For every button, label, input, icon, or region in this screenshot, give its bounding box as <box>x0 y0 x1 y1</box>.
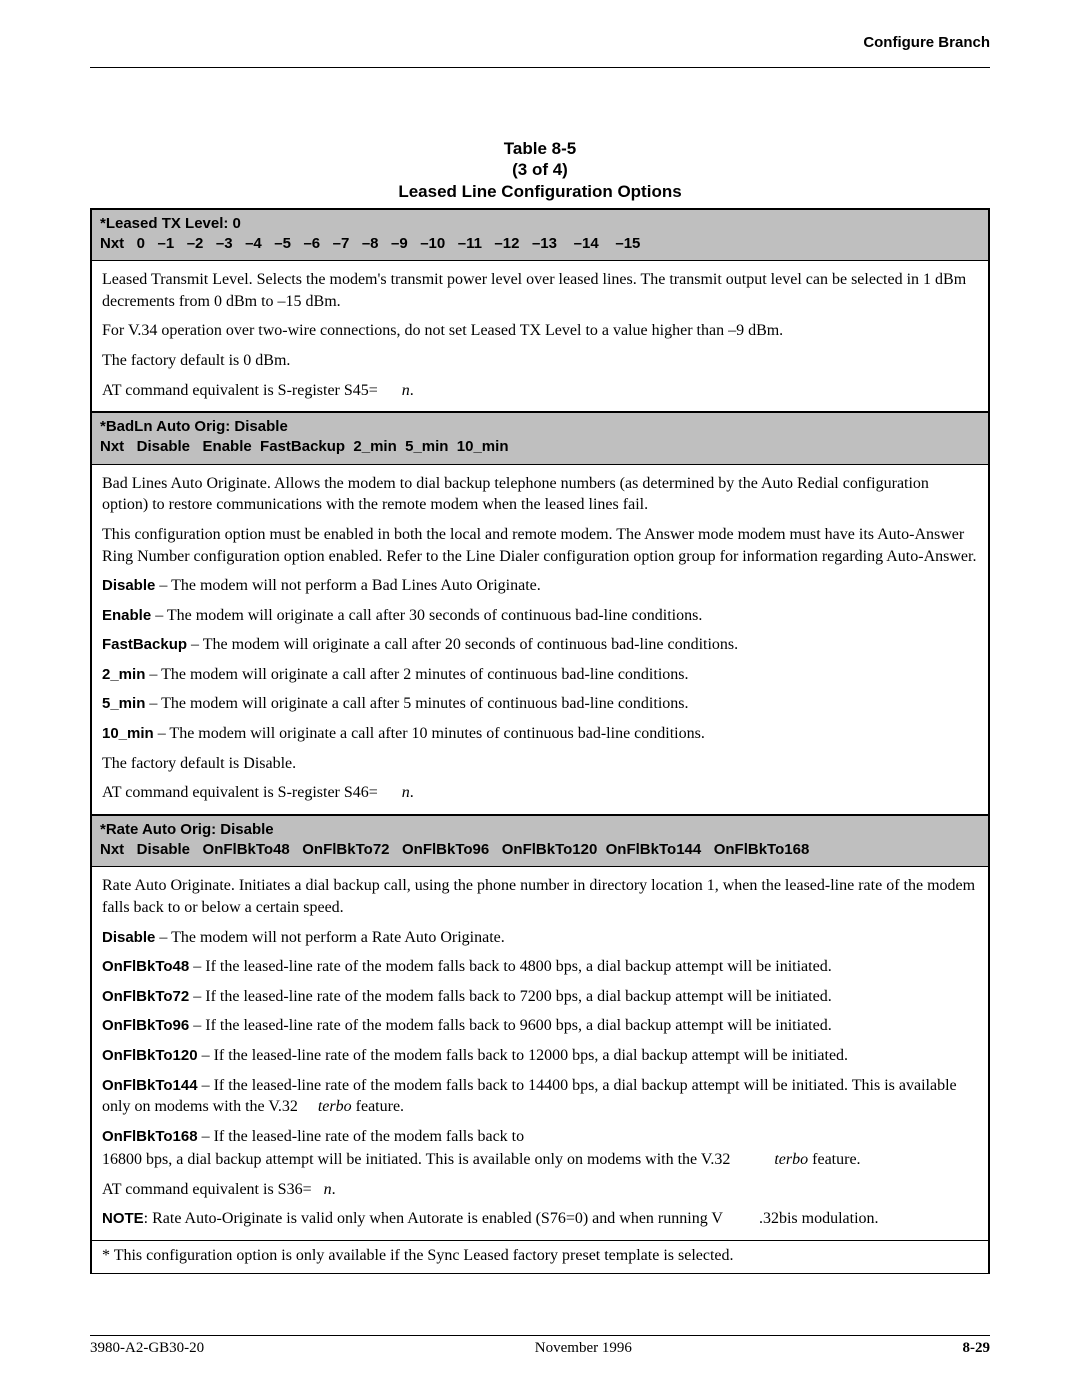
footer-right: 8-29 <box>963 1340 991 1357</box>
option-line: 10_min – The modem will originate a call… <box>102 723 978 745</box>
section-head-rate: *Rate Auto Orig: Disable Nxt Disable OnF… <box>92 815 988 868</box>
header-section-label: Configure Branch <box>90 34 990 51</box>
option-line: OnFlBkTo96 – If the leased-line rate of … <box>102 1015 978 1037</box>
option-line: Disable – The modem will not perform a B… <box>102 575 978 597</box>
config-table: *Leased TX Level: 0 Nxt 0 –1 –2 –3 –4 –5… <box>90 208 990 1274</box>
at-command: AT command equivalent is S-register S46=… <box>102 782 978 804</box>
table-title: Table 8-5 (3 of 4) Leased Line Configura… <box>90 138 990 202</box>
option-line: FastBackup – The modem will originate a … <box>102 634 978 656</box>
section-body-rate: Rate Auto Originate. Initiates a dial ba… <box>92 867 988 1241</box>
option-line: OnFlBkTo120 – If the leased-line rate of… <box>102 1045 978 1067</box>
section-body-leased-tx: Leased Transmit Level. Selects the modem… <box>92 261 988 412</box>
section-head-badln: *BadLn Auto Orig: Disable Nxt Disable En… <box>92 412 988 465</box>
body-text: This configuration option must be enable… <box>102 524 978 567</box>
footer-left: 3980-A2-GB30-20 <box>90 1340 204 1357</box>
page: Configure Branch Table 8-5 (3 of 4) Leas… <box>0 0 1080 1397</box>
table-label: Table 8-5 <box>90 138 990 159</box>
note-line: NOTE: Rate Auto-Originate is valid only … <box>102 1208 978 1230</box>
section-body-badln: Bad Lines Auto Originate. Allows the mod… <box>92 465 988 815</box>
body-text: Rate Auto Originate. Initiates a dial ba… <box>102 875 978 918</box>
body-text: The factory default is Disable. <box>102 753 978 775</box>
option-line: OnFlBkTo144 – If the leased-line rate of… <box>102 1075 978 1118</box>
at-command: AT command equivalent is S36= n. <box>102 1179 978 1201</box>
body-text: The factory default is 0 dBm. <box>102 350 978 372</box>
table-caption: Leased Line Configuration Options <box>90 181 990 202</box>
option-line: Disable – The modem will not perform a R… <box>102 927 978 949</box>
option-line-cont: 16800 bps, a dial backup attempt will be… <box>102 1149 978 1171</box>
at-command: AT command equivalent is S-register S45=… <box>102 380 978 402</box>
option-line: Enable – The modem will originate a call… <box>102 605 978 627</box>
footer-center: November 1996 <box>535 1340 632 1357</box>
option-line: 2_min – The modem will originate a call … <box>102 664 978 686</box>
body-text: Bad Lines Auto Originate. Allows the mod… <box>102 473 978 516</box>
header-rule <box>90 67 990 68</box>
option-line: OnFlBkTo72 – If the leased-line rate of … <box>102 986 978 1008</box>
table-paging: (3 of 4) <box>90 159 990 180</box>
section-head-leased-tx: *Leased TX Level: 0 Nxt 0 –1 –2 –3 –4 –5… <box>92 210 988 262</box>
option-line: 5_min – The modem will originate a call … <box>102 693 978 715</box>
body-text: Leased Transmit Level. Selects the modem… <box>102 269 978 312</box>
option-line: OnFlBkTo168 – If the leased-line rate of… <box>102 1126 978 1148</box>
page-footer: 3980-A2-GB30-20 November 1996 8-29 <box>90 1335 990 1357</box>
table-footnote: * This configuration option is only avai… <box>92 1241 988 1273</box>
body-text: For V.34 operation over two-wire connect… <box>102 320 978 342</box>
option-line: OnFlBkTo48 – If the leased-line rate of … <box>102 956 978 978</box>
